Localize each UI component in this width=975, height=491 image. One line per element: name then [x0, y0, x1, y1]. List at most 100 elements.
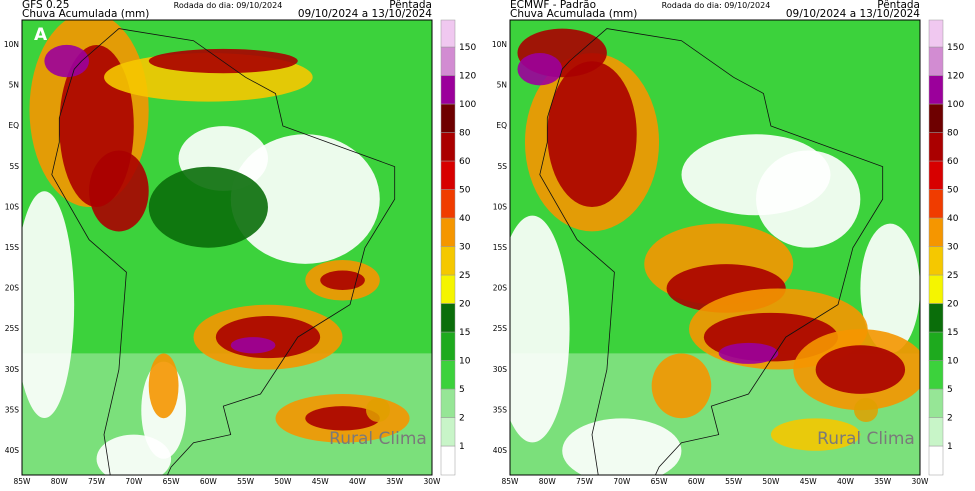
model-name: ECMWF - Padrão	[510, 0, 596, 11]
period-type: Pêntada	[877, 0, 920, 11]
colorbar-label: 60	[947, 157, 959, 167]
colorbar-label: 60	[459, 157, 471, 167]
colorbar-bin	[440, 75, 456, 105]
rain-area	[215, 316, 321, 359]
colorbar-bin	[928, 160, 944, 190]
colorbar-bin	[440, 388, 456, 418]
colorbar-bin	[928, 103, 944, 133]
colorbar-label: 1	[459, 442, 465, 452]
lat-label: 25S	[5, 324, 20, 333]
colorbar-bin	[928, 388, 944, 418]
rain-area	[510, 215, 570, 443]
colorbar-label: 100	[459, 100, 476, 110]
lon-label: 50W	[762, 477, 780, 486]
rain-area	[860, 223, 920, 354]
colorbar-bin	[928, 46, 944, 76]
rain-area	[230, 134, 380, 264]
colorbar-label: 80	[459, 129, 471, 139]
lat-label: 20S	[493, 284, 508, 293]
map-field	[22, 20, 432, 475]
lat-label: 5S	[9, 162, 19, 171]
rain-area	[96, 434, 172, 475]
lon-label: 35W	[386, 477, 404, 486]
lon-label: 45W	[312, 477, 330, 486]
colorbar-bin	[440, 303, 456, 333]
lat-label: 10S	[5, 202, 20, 211]
colorbar-bin	[928, 19, 944, 48]
rain-area	[89, 150, 149, 232]
subtitle: Chuva Acumulada (mm)	[22, 8, 149, 20]
rain-area	[148, 48, 298, 74]
lon-label: 65W	[651, 477, 669, 486]
logo-text: Rural Clima	[329, 429, 427, 449]
colorbar-label: 10	[459, 357, 471, 367]
colorbar-label: 30	[459, 243, 471, 253]
colorbar-bin	[928, 217, 944, 247]
lat-label: 15S	[5, 243, 20, 252]
colorbar-bin	[440, 360, 456, 390]
colorbar-bin	[440, 19, 456, 48]
lat-label: 25S	[493, 324, 508, 333]
rain-area	[651, 353, 712, 419]
logo-text: Rural Clima	[817, 429, 915, 449]
colorbar-bin	[928, 189, 944, 219]
colorbar-label: 50	[459, 186, 471, 196]
rain-area	[22, 191, 75, 419]
period-type: Pêntada	[389, 0, 432, 11]
lat-label: 30S	[493, 365, 508, 374]
map-field	[510, 20, 920, 475]
lat-label: EQ	[496, 121, 507, 130]
lon-label: 60W	[200, 477, 218, 486]
colorbar-label: 10	[947, 357, 959, 367]
lat-label: 5S	[497, 162, 507, 171]
colorbar-label: 30	[947, 243, 959, 253]
coastline	[539, 28, 884, 475]
run-date: Rodada do dia: 09/10/2024	[174, 1, 283, 10]
colorbar-label: 15	[947, 328, 958, 338]
lon-label: 40W	[349, 477, 367, 486]
lat-label: 30S	[5, 365, 20, 374]
lon-label: 85W	[14, 477, 32, 486]
rain-area	[547, 61, 637, 208]
lat-label: 10N	[492, 40, 507, 49]
colorbar-label: 150	[947, 43, 964, 53]
rain-area	[320, 270, 365, 290]
rain-area	[718, 342, 779, 364]
lon-label: 85W	[502, 477, 520, 486]
colorbar-bin	[440, 417, 456, 447]
colorbar-label: 150	[459, 43, 476, 53]
run-date: Rodada do dia: 09/10/2024	[662, 1, 771, 10]
colorbar-bin	[440, 274, 456, 304]
lon-label: 70W	[613, 477, 631, 486]
lat-label: 5N	[9, 81, 19, 90]
colorbar-label: 100	[947, 100, 964, 110]
period: 09/10/2024 a 13/10/2024	[298, 8, 432, 20]
logo-sun	[366, 398, 390, 422]
lon-label: 75W	[88, 477, 106, 486]
lon-label: 60W	[688, 477, 706, 486]
panel-label: A	[34, 25, 48, 45]
lat-label: 10N	[4, 40, 19, 49]
colorbar-label: 120	[947, 72, 964, 82]
rain-area	[305, 406, 380, 431]
rain-area	[44, 44, 90, 78]
colorbar-label: 20	[947, 300, 959, 310]
lon-label: 35W	[874, 477, 892, 486]
colorbar-label: 5	[459, 385, 465, 395]
colorbar-label: 2	[459, 414, 465, 424]
colorbar-bin	[440, 132, 456, 162]
colorbar-label: 50	[947, 186, 959, 196]
colorbar-bin	[928, 360, 944, 390]
lon-label: 55W	[725, 477, 743, 486]
colorbar-label: 40	[459, 214, 471, 224]
lon-label: 55W	[237, 477, 255, 486]
lat-label: 35S	[5, 405, 20, 414]
colorbar-label: 2	[947, 414, 953, 424]
colorbar-bin	[928, 75, 944, 105]
colorbar-label: 80	[947, 129, 959, 139]
colorbar-bin	[440, 46, 456, 76]
rain-area	[815, 345, 906, 394]
lon-label: 75W	[576, 477, 594, 486]
colorbar-bin	[928, 303, 944, 333]
